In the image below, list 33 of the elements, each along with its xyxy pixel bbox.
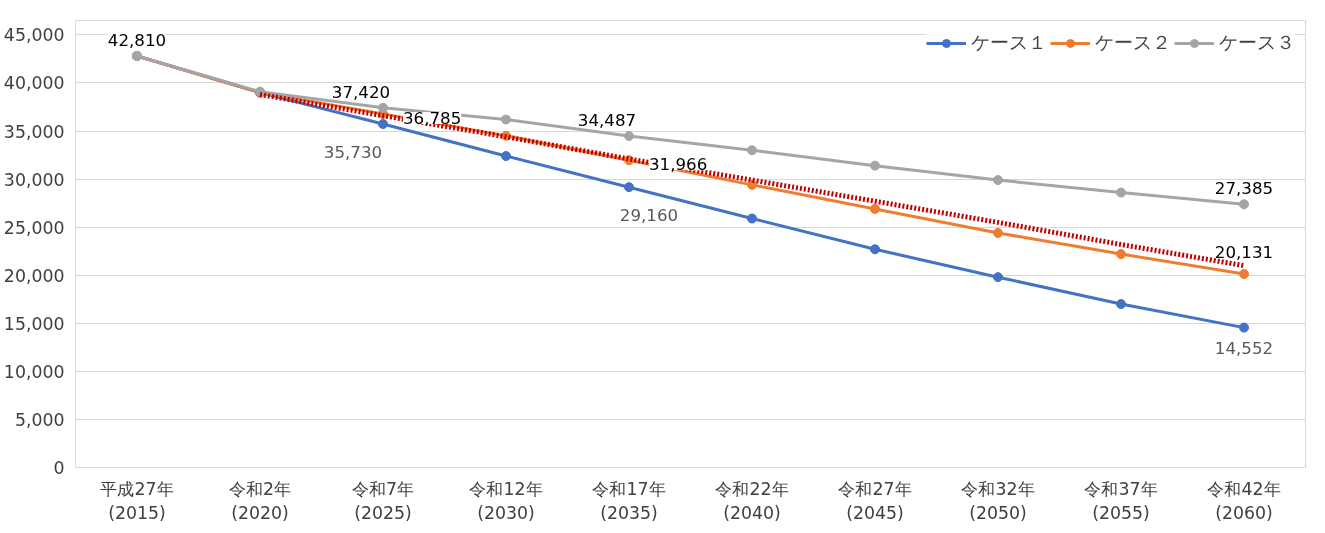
data-label: 35,730 — [323, 143, 383, 163]
x-tick-label: 令和2年 (2020) — [228, 478, 292, 523]
y-tick-label: 35,000 — [3, 121, 65, 142]
y-tick-label: 30,000 — [3, 169, 65, 190]
y-tick-label: 0 — [53, 458, 65, 478]
x-tick-label: 令和27年 (2045) — [838, 478, 912, 523]
data-label: 42,810 — [107, 30, 167, 50]
y-tick-label: 10,000 — [3, 361, 65, 382]
x-tick-label: 令和42年 (2060) — [1207, 478, 1281, 523]
y-tick-label: 20,000 — [3, 265, 65, 286]
y-tick-label: 5,000 — [14, 409, 65, 430]
legend-label: ケース１ — [971, 31, 1047, 55]
x-tick-label: 平成27年 (2015) — [100, 478, 174, 523]
y-tick-label: 45,000 — [3, 25, 65, 46]
x-tick-label: 令和12年 (2030) — [469, 478, 543, 523]
x-tick-label: 令和32年 (2050) — [961, 478, 1035, 523]
data-label: 34,487 — [577, 110, 637, 130]
y-tick-label: 15,000 — [3, 313, 65, 334]
data-label: 29,160 — [619, 206, 679, 226]
x-tick-label: 令和37年 (2055) — [1084, 478, 1158, 523]
legend-label: ケース３ — [1219, 31, 1295, 55]
y-tick-label: 40,000 — [3, 73, 65, 94]
x-tick-label: 令和17年 (2035) — [592, 478, 666, 523]
data-label: 27,385 — [1214, 179, 1274, 199]
data-label: 20,131 — [1214, 242, 1274, 262]
data-label: 31,966 — [649, 155, 708, 175]
legend-label: ケース２ — [1095, 31, 1171, 55]
data-label: 37,420 — [331, 82, 391, 102]
data-label: 14,552 — [1214, 338, 1274, 358]
data-label: 36,785 — [403, 108, 462, 128]
x-tick-label: 令和7年 (2025) — [351, 478, 415, 523]
x-tick-label: 令和22年 (2040) — [715, 478, 789, 523]
y-tick-label: 25,000 — [3, 217, 65, 238]
